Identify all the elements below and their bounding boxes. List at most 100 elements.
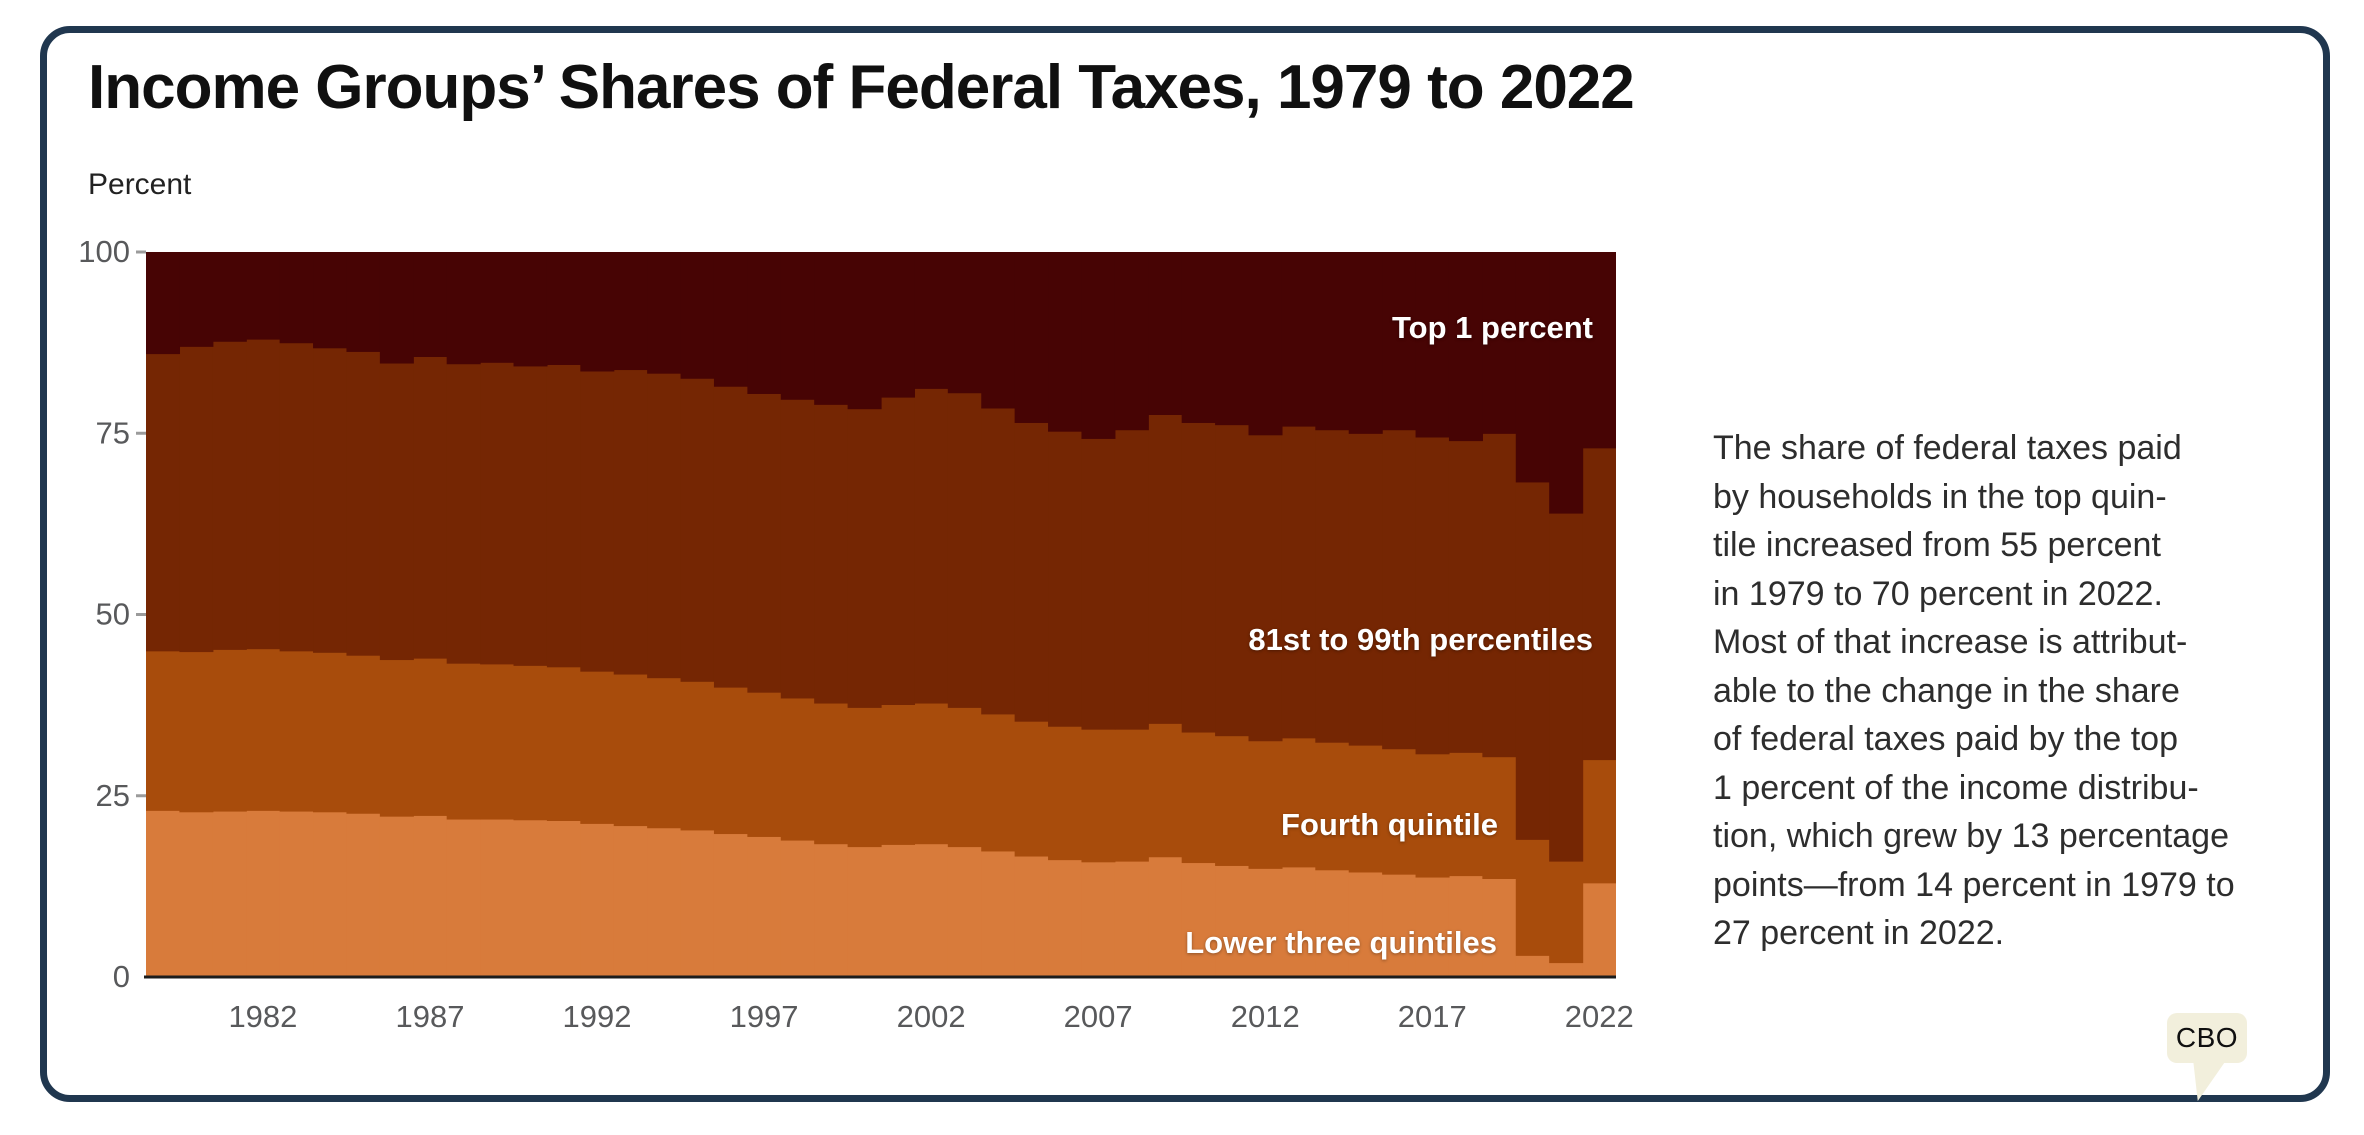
bar-segment-2012-s3 <box>1248 252 1283 436</box>
bar-segment-2019-s1 <box>1482 756 1517 879</box>
bar-segment-2008-s1 <box>1114 729 1149 862</box>
bar-segment-2006-s3 <box>1048 252 1083 432</box>
y-tick-label-100: 100 <box>78 234 130 269</box>
bar-segment-1999-s1 <box>814 702 849 845</box>
bar-segment-1979-s0 <box>146 810 181 978</box>
bar-segment-2007-s1 <box>1081 729 1116 863</box>
bar-segment-1979-s1 <box>146 650 181 811</box>
bar-segment-2007-s2 <box>1081 438 1116 730</box>
bar-segment-1988-s2 <box>446 363 481 664</box>
bar-segment-1992-s1 <box>580 671 615 824</box>
bar-segment-1988-s0 <box>446 818 481 978</box>
bar-segment-2009-s2 <box>1148 414 1183 724</box>
bar-segment-1991-s3 <box>546 252 581 365</box>
bar-segment-2007-s0 <box>1081 861 1116 978</box>
bar-segment-2021-s0 <box>1549 962 1584 978</box>
bar-segment-1994-s2 <box>647 373 682 679</box>
bar-segment-2020-s3 <box>1515 252 1550 483</box>
bar-segment-2002-s0 <box>914 843 949 978</box>
bar-segment-1992-s0 <box>580 823 615 978</box>
bar-segment-2004-s2 <box>981 407 1016 715</box>
bar-segment-2020-s0 <box>1515 955 1550 978</box>
bar-segment-2001-s0 <box>881 844 916 978</box>
bar-segment-1992-s2 <box>580 370 615 672</box>
bar-segment-2011-s1 <box>1215 735 1250 866</box>
bar-segment-2017-s1 <box>1415 753 1450 878</box>
bar-segment-2013-s1 <box>1281 737 1316 868</box>
bar-segment-2022-s1 <box>1582 759 1616 884</box>
bar-segment-1995-s2 <box>680 378 715 682</box>
bar-segment-1995-s1 <box>680 681 715 831</box>
bar-segment-2002-s2 <box>914 388 949 704</box>
bar-segment-2014-s2 <box>1315 429 1350 743</box>
bar-segment-2001-s1 <box>881 704 916 845</box>
bar-segment-2001-s2 <box>881 397 916 705</box>
bar-segment-2000-s2 <box>847 408 882 708</box>
bar-segment-1991-s1 <box>546 666 581 821</box>
bar-segment-2005-s1 <box>1014 721 1049 857</box>
bar-segment-2015-s1 <box>1348 745 1383 873</box>
bar-segment-2016-s1 <box>1382 748 1417 875</box>
bar-segment-1983-s1 <box>279 650 314 812</box>
bar-segment-1980-s0 <box>179 811 214 978</box>
bar-segment-1986-s2 <box>379 362 414 661</box>
x-tick-label-1982: 1982 <box>228 999 297 1034</box>
bar-segment-1996-s0 <box>713 833 748 978</box>
bar-segment-2005-s0 <box>1014 855 1049 978</box>
y-tick-label-75: 75 <box>96 415 130 450</box>
bar-segment-2022-s0 <box>1582 882 1616 978</box>
bar-segment-2002-s1 <box>914 702 949 845</box>
bar-segment-2014-s1 <box>1315 742 1350 871</box>
page-title: Income Groups’ Shares of Federal Taxes, … <box>88 53 1635 122</box>
bar-segment-2009-s0 <box>1148 856 1183 978</box>
bar-segment-1984-s3 <box>313 252 348 349</box>
bar-segment-2010-s0 <box>1181 862 1216 978</box>
bar-segment-1999-s0 <box>814 843 849 978</box>
bar-segment-1985-s1 <box>346 655 381 814</box>
bar-segment-1997-s2 <box>747 393 782 693</box>
bar-segment-1989-s0 <box>480 818 515 978</box>
bar-segment-2005-s3 <box>1014 252 1049 423</box>
bar-segment-1984-s0 <box>313 811 348 978</box>
bar-segment-2003-s1 <box>947 707 982 848</box>
bar-segment-2017-s3 <box>1415 252 1450 438</box>
bar-segment-1990-s0 <box>513 819 548 978</box>
bar-segment-2018-s0 <box>1448 875 1483 978</box>
bar-segment-2016-s3 <box>1382 252 1417 431</box>
bar-segment-1987-s2 <box>413 356 448 659</box>
bar-segment-1979-s3 <box>146 252 181 355</box>
bar-segment-1994-s1 <box>647 677 682 829</box>
bar-segment-1995-s0 <box>680 829 715 978</box>
bar-segment-1998-s3 <box>780 252 815 400</box>
bar-segment-2009-s3 <box>1148 252 1183 415</box>
bar-segment-2021-s3 <box>1549 252 1584 514</box>
bar-segment-2021-s1 <box>1549 861 1584 964</box>
y-tick-label-50: 50 <box>96 597 130 632</box>
bar-segment-2009-s1 <box>1148 723 1183 858</box>
bar-segment-1981-s1 <box>212 649 247 812</box>
bar-segment-1989-s1 <box>480 663 515 820</box>
bar-segment-1980-s2 <box>179 346 214 653</box>
bar-segment-1984-s1 <box>313 652 348 813</box>
bar-segment-1999-s2 <box>814 404 849 704</box>
cbo-logo-badge: CBO <box>2167 1013 2247 1101</box>
bar-segment-1991-s2 <box>546 364 581 668</box>
bar-segment-1990-s1 <box>513 665 548 821</box>
bar-segment-2006-s0 <box>1048 859 1083 978</box>
bar-segment-2020-s2 <box>1515 481 1550 840</box>
series-label-top-1-percent: Top 1 percent <box>1392 310 1593 345</box>
bar-segment-1988-s3 <box>446 252 481 365</box>
bar-segment-1982-s0 <box>246 810 281 978</box>
bar-segment-1985-s0 <box>346 813 381 978</box>
bar-segment-1981-s2 <box>212 341 247 650</box>
x-tick-label-2007: 2007 <box>1064 999 1133 1034</box>
bar-segment-2013-s2 <box>1281 426 1316 739</box>
bar-segment-2020-s1 <box>1515 839 1550 956</box>
bar-segment-2010-s3 <box>1181 252 1216 423</box>
x-tick-label-2002: 2002 <box>897 999 966 1034</box>
bar-segment-2004-s0 <box>981 850 1016 978</box>
y-tick-label-0: 0 <box>113 959 130 994</box>
bar-segment-2015-s2 <box>1348 433 1383 746</box>
bar-segment-2014-s0 <box>1315 869 1350 978</box>
bar-segment-2013-s3 <box>1281 252 1316 427</box>
